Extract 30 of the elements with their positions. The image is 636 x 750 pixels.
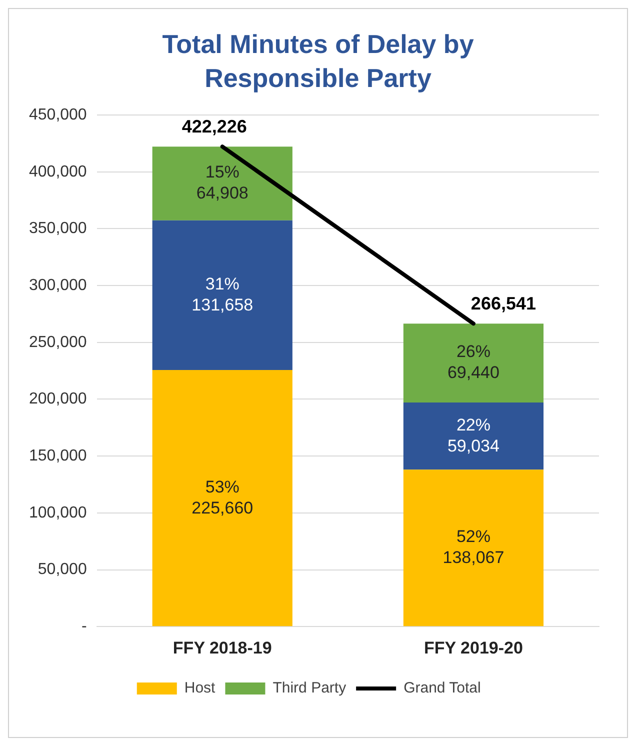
bar bbox=[403, 324, 544, 403]
bar bbox=[152, 370, 292, 626]
y-tick-label: 450,000 bbox=[28, 106, 87, 124]
bar bbox=[152, 146, 292, 220]
data-label: 22% 59,034 bbox=[447, 415, 500, 456]
legend-label: Grand Total bbox=[404, 680, 481, 697]
bar bbox=[403, 402, 544, 470]
y-tick-label: - bbox=[82, 618, 87, 636]
y-tick-label: 50,000 bbox=[38, 561, 87, 578]
data-label: 15% 64,908 bbox=[196, 162, 248, 203]
data-label: 422,226 bbox=[182, 116, 247, 137]
x-tick-label: FFY 2018-19 bbox=[172, 638, 272, 658]
legend-label: Third Party bbox=[272, 680, 347, 697]
y-tick-label: 400,000 bbox=[28, 163, 87, 180]
legend-label: Host bbox=[184, 680, 216, 697]
y-tick-label: 150,000 bbox=[28, 447, 87, 464]
y-tick-label: 100,000 bbox=[28, 504, 87, 522]
y-tick-label: 350,000 bbox=[28, 220, 87, 238]
chart-title: Total Minutes of Delay by Responsible Party bbox=[161, 28, 475, 95]
y-tick-label: 200,000 bbox=[28, 390, 87, 408]
y-tick-label: 250,000 bbox=[28, 334, 87, 351]
data-label: 26% 69,440 bbox=[447, 342, 500, 382]
bar bbox=[403, 470, 544, 626]
data-label: 52% 138,067 bbox=[442, 527, 504, 568]
bar bbox=[152, 220, 292, 370]
y-tick-label: 300,000 bbox=[28, 276, 87, 294]
data-label: 53% 225,660 bbox=[192, 477, 254, 518]
x-tick-label: FFY 2019-20 bbox=[424, 638, 523, 658]
data-label: 31% 131,658 bbox=[192, 274, 254, 314]
data-label: 266,541 bbox=[470, 294, 536, 314]
